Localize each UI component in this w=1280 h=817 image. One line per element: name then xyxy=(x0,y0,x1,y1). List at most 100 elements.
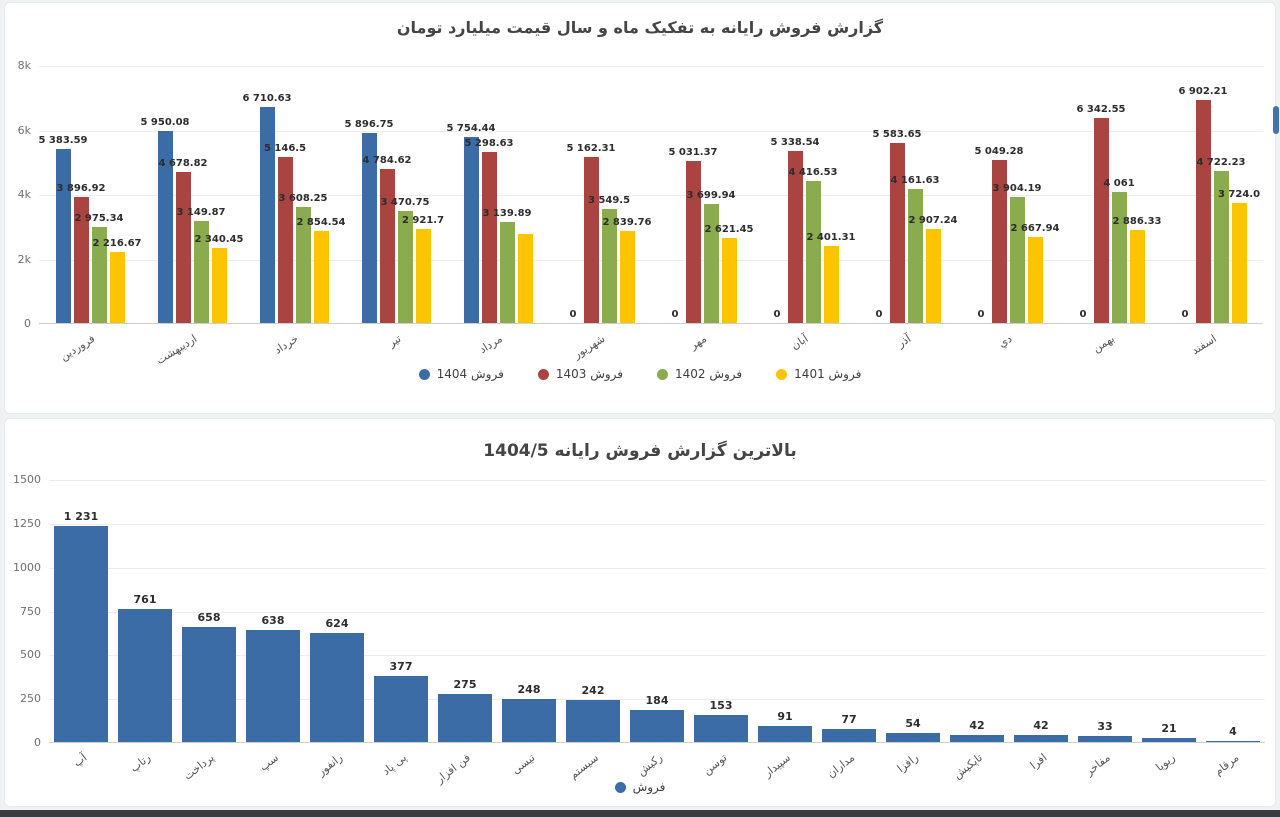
bar-value-label: 5 950.08 xyxy=(140,117,190,129)
bar[interactable] xyxy=(694,715,748,742)
legend-item-0[interactable]: فروش 1404 xyxy=(418,367,504,381)
bar[interactable] xyxy=(1195,100,1211,323)
bar[interactable] xyxy=(1231,202,1247,323)
bar[interactable] xyxy=(502,698,556,742)
bar-value-label: 6 342.55 xyxy=(1076,104,1126,116)
bar[interactable] xyxy=(566,699,620,742)
bar[interactable] xyxy=(703,203,719,323)
bar[interactable] xyxy=(175,172,191,323)
bar[interactable] xyxy=(463,137,479,323)
bar-value-label: 153 xyxy=(709,699,733,713)
bar[interactable] xyxy=(361,132,377,323)
bar-value-label: 377 xyxy=(389,659,413,673)
bar-value-label: 91 xyxy=(777,710,793,724)
x-axis-category-label: سپیدار xyxy=(761,751,794,780)
y-axis-tick-label: 0 xyxy=(24,317,31,330)
bar[interactable] xyxy=(1009,197,1025,323)
bar[interactable] xyxy=(1078,736,1132,742)
gridline xyxy=(49,523,1265,525)
x-axis-category-label: دي xyxy=(996,332,1015,351)
legend-item-3[interactable]: فروش 1401 xyxy=(776,367,861,381)
bar-value-label: 5 162.31 xyxy=(566,142,616,154)
bar[interactable] xyxy=(601,208,617,323)
bar[interactable] xyxy=(118,608,172,742)
bar-value-label: 21 xyxy=(1161,722,1177,736)
bar[interactable] xyxy=(277,157,293,323)
bar[interactable] xyxy=(823,245,839,323)
bar[interactable] xyxy=(1129,229,1145,323)
x-axis-category-label: شهریور xyxy=(570,332,607,362)
bar[interactable] xyxy=(619,231,635,323)
bar[interactable] xyxy=(889,142,905,323)
legend-item-2[interactable]: فروش 1402 xyxy=(657,367,742,381)
x-axis-category-label: مفاخر xyxy=(1083,751,1114,779)
legend-item-0[interactable]: فروش xyxy=(614,780,665,794)
y-axis-tick-label: 2k xyxy=(17,252,31,266)
bar[interactable] xyxy=(73,197,89,323)
bar[interactable] xyxy=(1014,734,1068,742)
bar[interactable] xyxy=(1027,236,1043,323)
bar[interactable] xyxy=(950,734,1004,742)
x-axis-category-label: تیر xyxy=(385,332,403,350)
bar[interactable] xyxy=(397,211,413,323)
bar[interactable] xyxy=(1111,192,1127,323)
x-axis-category-label: آذر xyxy=(894,332,913,351)
bar[interactable] xyxy=(822,728,876,742)
x-axis-category-label: توسن xyxy=(700,751,730,778)
bar-value-label: 0 xyxy=(977,309,985,320)
x-axis-category-label: خرداد xyxy=(272,332,301,357)
monthly-chart-plot-area: 0 2k 4k 6k 8k 5 383.59 3 896.92 2 975.34 2 216.6… xyxy=(18,59,1263,367)
bar[interactable] xyxy=(91,227,107,323)
bottom-window-edge xyxy=(0,810,1280,817)
bar[interactable] xyxy=(415,228,431,323)
y-axis-tick-label: 1250 xyxy=(13,516,41,530)
scrollbar-thumb[interactable] xyxy=(1273,106,1279,134)
y-axis-tick-label: 0 xyxy=(34,736,41,749)
bar[interactable] xyxy=(805,180,821,323)
bar[interactable] xyxy=(787,150,803,323)
top-sellers-legend: فروش xyxy=(5,780,1275,794)
x-axis-category-label: افرا xyxy=(1027,751,1050,772)
bar[interactable] xyxy=(374,675,428,742)
bar[interactable] xyxy=(310,632,364,742)
gridline xyxy=(39,259,1263,261)
legend-item-1[interactable]: فروش 1403 xyxy=(537,367,623,381)
bar[interactable] xyxy=(246,630,300,742)
bar[interactable] xyxy=(379,168,395,323)
x-axis-category-label: رانفور xyxy=(314,751,346,779)
bar[interactable] xyxy=(925,229,941,323)
bar[interactable] xyxy=(499,221,515,323)
bar[interactable] xyxy=(54,526,108,742)
bar[interactable] xyxy=(886,732,940,742)
bar[interactable] xyxy=(721,238,737,323)
bar[interactable] xyxy=(685,160,701,323)
bar[interactable] xyxy=(991,160,1007,323)
bar[interactable] xyxy=(55,149,71,323)
bar[interactable] xyxy=(157,131,173,323)
bar[interactable] xyxy=(182,626,236,742)
bar-value-label: 54 xyxy=(905,716,921,730)
bar[interactable] xyxy=(1093,118,1109,323)
bar[interactable] xyxy=(1213,170,1229,323)
bar[interactable] xyxy=(1142,738,1196,742)
bar[interactable] xyxy=(109,251,125,323)
bar-value-label: 1 231 xyxy=(63,510,99,524)
bar[interactable] xyxy=(583,156,599,323)
gridline xyxy=(39,66,1263,67)
bar[interactable] xyxy=(630,709,684,742)
x-axis-category-label: پرداخت xyxy=(181,751,218,783)
x-axis-category-label: بهمن xyxy=(1090,332,1117,356)
bar[interactable] xyxy=(1206,741,1260,742)
bar[interactable] xyxy=(193,221,209,323)
bar[interactable] xyxy=(907,188,923,323)
bar[interactable] xyxy=(481,152,497,323)
x-axis-category-label: مهر xyxy=(687,332,709,353)
bar[interactable] xyxy=(259,106,275,323)
bar[interactable] xyxy=(211,247,227,323)
bar[interactable] xyxy=(758,726,812,742)
bar-value-label: 5 754.44 xyxy=(446,123,496,135)
bar[interactable] xyxy=(313,230,329,323)
bar[interactable] xyxy=(295,206,311,323)
bar[interactable] xyxy=(438,693,492,742)
bar[interactable] xyxy=(517,233,533,323)
